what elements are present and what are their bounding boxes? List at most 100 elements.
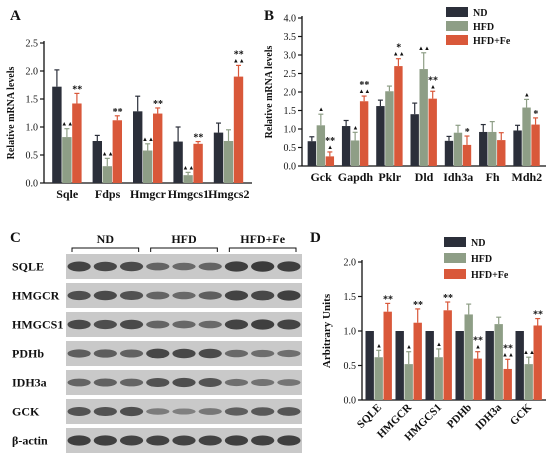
category-label: Idh3a [443,170,473,184]
panel-b: B 0.0 0.5 1.0 1.5 2.0 2.5 3.0 3.5 4.0 Relative mR… [264,7,546,184]
blot-band [146,320,170,329]
significance-annotation: ** [72,84,82,95]
panel-letter-c: C [10,230,21,246]
bar [395,331,404,400]
blot-row-label: HMGCR [12,289,60,303]
blot-band [198,378,222,387]
significance-annotation: ** [193,133,203,144]
bar [479,131,488,166]
panel-letter-a: A [10,8,21,24]
bar [524,364,533,400]
blot-band [119,261,144,272]
y-tick-label: 2.0 [284,88,297,99]
bar [515,331,524,400]
significance-annotation: ▲ [524,92,530,98]
category-label: Gck [310,170,332,184]
legend-label: ND [471,238,485,249]
blot-band [277,435,301,446]
bar [133,111,143,183]
significance-annotation: ** [359,80,369,91]
blot-band [198,320,222,329]
blot-band [67,435,91,446]
significance-annotation: ** [325,136,335,147]
blot-band [277,407,301,416]
y-tick-label: 2.5 [26,39,39,50]
blot-band [251,261,275,272]
bar [316,125,326,166]
bar [62,137,72,183]
bar [173,141,183,183]
blot-row-label: IDH3a [12,376,47,390]
y-tick-label: 0.5 [26,151,39,162]
blot-group-bracket [71,247,140,252]
bar [444,140,454,166]
blot-band [146,435,170,446]
legend-label: ND [473,8,487,19]
blot-group-label: HFD [171,232,197,246]
category-label: PDHb [445,402,474,431]
blot-band [67,349,91,358]
blot-band [198,435,222,446]
significance-annotation: * [396,43,401,54]
blot-band [198,408,222,415]
y-tick-label: 1.5 [284,106,297,117]
blot-group-label: ND [97,232,115,246]
bar [213,132,224,183]
bar [359,101,369,166]
blot-row-label: SQLE [12,260,44,274]
category-label: Fdps [95,187,121,201]
significance-annotation: ** [383,294,393,305]
blot-band [251,349,275,358]
y-tick-label: 3.5 [284,32,297,43]
blot-band [277,261,301,272]
bar [72,103,82,183]
bar [473,358,482,400]
significance-annotation: ** [413,300,423,311]
bar [443,310,452,400]
category-label: Hmgcs1 [168,187,209,201]
blot-band [93,349,117,358]
blot-band [251,435,275,446]
significance-annotation: ** [234,49,244,60]
significance-annotation: ▲▲ [61,122,73,128]
y-tick-label: 1.0 [26,123,39,134]
significance-annotation: ** [113,107,123,118]
bar [383,311,392,400]
blot-band [146,408,170,415]
bar [503,368,512,400]
blot-band [119,378,144,387]
blot-row-label: HMGCS1 [12,318,63,332]
legend-swatch [446,21,468,31]
significance-annotation: ▲ [475,345,481,351]
blot-band [119,435,144,446]
bar [385,91,394,166]
blot-band [172,291,196,300]
legend-swatch [444,253,466,263]
blot-band [251,290,275,301]
legend-label: HFD+Fe [471,270,509,281]
significance-annotation: ▲ [436,342,442,348]
blot-band [93,290,117,301]
y-axis-title: Arbitrary Units [321,293,333,368]
y-tick-label: 4.0 [284,14,297,25]
significance-annotation: ▲▲ [418,46,430,52]
blot-band [119,319,144,330]
blot-group-label: HFD+Fe [240,232,285,246]
blot-row-label: PDHb [12,347,44,361]
significance-annotation: ▲ [352,125,358,131]
significance-annotation: ** [473,336,483,347]
significance-annotation: ▲ [406,345,412,351]
blot-band [172,377,196,388]
significance-annotation: ▲ [376,343,382,349]
legend-swatch [444,237,466,247]
legend-label: HFD [471,254,492,265]
bar [394,66,403,166]
significance-annotation: ** [153,99,163,110]
significance-annotation: ▲▲ [182,165,194,171]
blot-band [146,291,170,300]
y-tick-label: 3.0 [284,51,297,62]
blot-band [277,379,301,386]
significance-annotation: ** [503,343,513,354]
bar [350,140,360,166]
blot-band [198,348,222,359]
